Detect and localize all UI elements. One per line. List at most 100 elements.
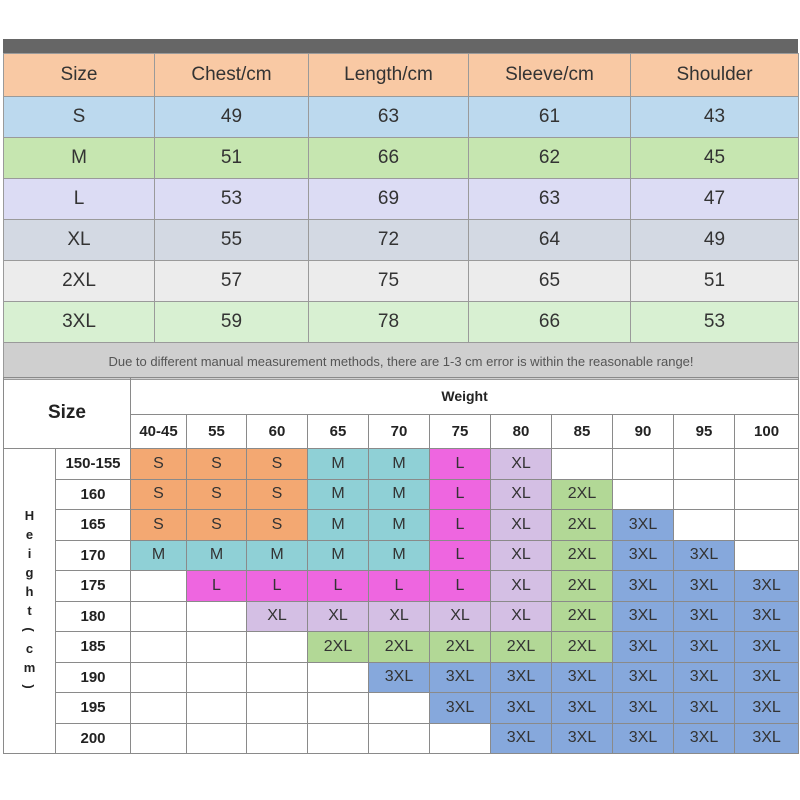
size-cell: XL xyxy=(490,448,552,480)
size-cell xyxy=(307,722,369,754)
size-cell: 2XL xyxy=(551,478,613,510)
measurement-cell: 2XL xyxy=(3,260,155,302)
size-cell xyxy=(733,509,800,541)
size-cell: 2XL xyxy=(307,631,369,663)
size-cell: S xyxy=(186,478,247,510)
size-cell: L xyxy=(186,570,247,602)
size-cell: XL xyxy=(490,478,552,510)
size-cell: 3XL xyxy=(551,661,613,693)
size-cell: 3XL xyxy=(612,722,674,754)
measurement-row: 2XL 57 75 65 51 xyxy=(3,260,799,302)
measurement-header-cell: Chest/cm xyxy=(154,53,309,97)
size-cell: XL xyxy=(246,600,308,632)
size-cell: M xyxy=(368,539,430,571)
size-cell xyxy=(130,600,187,632)
size-cell xyxy=(612,478,674,510)
size-cell: 3XL xyxy=(673,722,735,754)
height-value: 165 xyxy=(55,509,131,541)
size-cell: XL xyxy=(490,509,552,541)
size-cell: S xyxy=(130,509,187,541)
size-cell: L xyxy=(429,570,491,602)
height-axis-char: m xyxy=(23,660,36,675)
size-cell xyxy=(246,631,308,663)
size-chart-row: 170 M M M M M L XL 2XL 3XL 3XL xyxy=(4,539,800,571)
size-chart-row: 180 XL XL XL XL XL 2XL 3XL 3XL 3XL xyxy=(4,600,800,632)
height-value: 170 xyxy=(55,539,131,571)
height-value: 150-155 xyxy=(55,448,131,480)
measurement-table: Size Chest/cm Length/cm Sleeve/cm Shoulder S 4… xyxy=(3,53,799,380)
measurement-cell: 3XL xyxy=(3,301,155,343)
measurement-cell: 51 xyxy=(630,260,799,302)
weight-value: 100 xyxy=(733,414,800,449)
size-cell xyxy=(130,692,187,724)
size-cell xyxy=(307,692,369,724)
size-cell: 3XL xyxy=(429,661,491,693)
size-cell: 3XL xyxy=(612,631,674,663)
size-cell: 3XL xyxy=(673,539,735,571)
size-chart-row: 190 3XL 3XL 3XL 3XL 3XL 3XL 3XL xyxy=(4,661,800,693)
height-axis-char: ) xyxy=(22,684,37,689)
size-cell: 3XL xyxy=(673,570,735,602)
size-cell xyxy=(368,722,430,754)
size-cell xyxy=(551,448,613,480)
size-cell: 2XL xyxy=(368,631,430,663)
size-cell xyxy=(307,661,369,693)
measurement-cell: 66 xyxy=(468,301,631,343)
measurement-cell: 43 xyxy=(630,96,799,138)
measurement-row: XL 55 72 64 49 xyxy=(3,219,799,261)
size-cell: 3XL xyxy=(733,692,800,724)
size-cell: XL xyxy=(429,600,491,632)
size-cell: M xyxy=(246,539,308,571)
size-cell: 3XL xyxy=(673,692,735,724)
size-cell: XL xyxy=(490,570,552,602)
size-cell: 3XL xyxy=(612,570,674,602)
measurement-cell: 78 xyxy=(308,301,469,343)
size-cell xyxy=(130,661,187,693)
size-cell: 3XL xyxy=(733,600,800,632)
measurement-cell: 49 xyxy=(630,219,799,261)
height-value: 195 xyxy=(55,692,131,724)
size-cell xyxy=(673,448,735,480)
size-cell: L xyxy=(429,448,491,480)
size-cell: XL xyxy=(490,600,552,632)
weight-value: 90 xyxy=(612,414,674,449)
measurement-cell: 65 xyxy=(468,260,631,302)
size-cell: 3XL xyxy=(490,661,552,693)
size-cell: 2XL xyxy=(551,509,613,541)
measurement-cell: L xyxy=(3,178,155,220)
height-value: 200 xyxy=(55,722,131,754)
weight-value: 80 xyxy=(490,414,552,449)
measurement-row: S 49 63 61 43 xyxy=(3,96,799,138)
size-cell xyxy=(130,570,187,602)
size-cell: S xyxy=(130,448,187,480)
measurement-note: Due to different manual measurement meth… xyxy=(3,342,799,380)
size-cell: S xyxy=(186,448,247,480)
measurement-cell: 53 xyxy=(154,178,309,220)
size-chart-row: 185 2XL 2XL 2XL 2XL 2XL 3XL 3XL 3XL xyxy=(4,631,800,663)
measurement-cell: 51 xyxy=(154,137,309,179)
size-cell: 2XL xyxy=(551,539,613,571)
height-value: 175 xyxy=(55,570,131,602)
size-cell: L xyxy=(429,478,491,510)
weight-value: 55 xyxy=(186,414,247,449)
measurement-cell: 63 xyxy=(308,96,469,138)
measurement-row: M 51 66 62 45 xyxy=(3,137,799,179)
measurement-cell: 63 xyxy=(468,178,631,220)
weight-value: 60 xyxy=(246,414,308,449)
height-axis-char: i xyxy=(27,546,32,561)
size-cell: 2XL xyxy=(490,631,552,663)
size-cell: 3XL xyxy=(733,570,800,602)
size-cell xyxy=(186,600,247,632)
size-chart-row: 165 S S S M M L XL 2XL 3XL xyxy=(4,509,800,541)
weight-value: 70 xyxy=(368,414,430,449)
size-cell: M xyxy=(186,539,247,571)
size-cell xyxy=(673,478,735,510)
size-cell: 3XL xyxy=(490,722,552,754)
size-chart-row: 160 S S S M M L XL 2XL xyxy=(4,478,800,510)
top-bar xyxy=(3,39,798,53)
size-chart-row: 195 3XL 3XL 3XL 3XL 3XL 3XL xyxy=(4,692,800,724)
